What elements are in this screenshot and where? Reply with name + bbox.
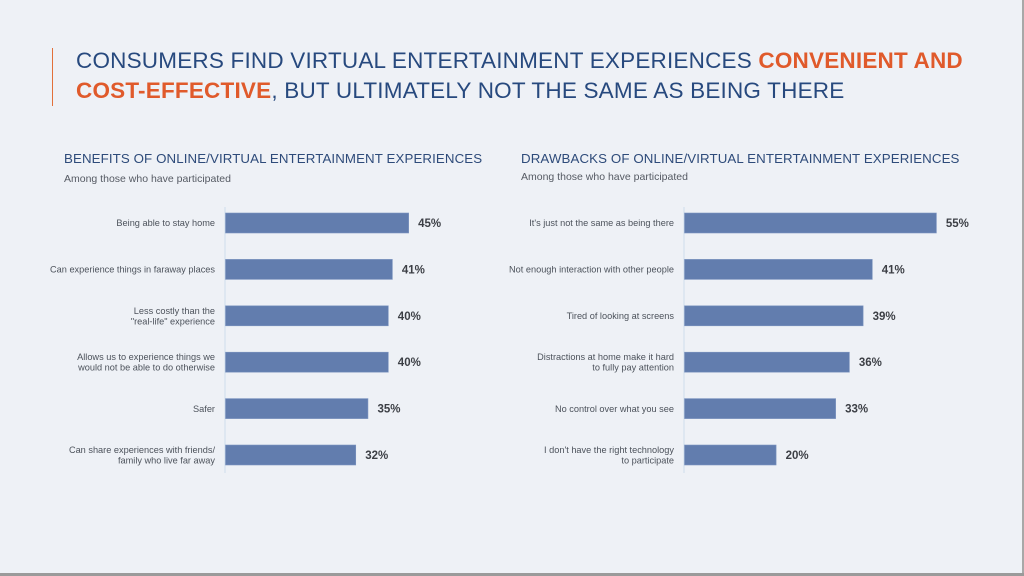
drawbacks-bar xyxy=(684,444,777,466)
window-frame-bottom xyxy=(0,573,1024,576)
benefits-value-label: 32% xyxy=(365,450,388,462)
benefits-category-label: Safer xyxy=(193,404,215,414)
drawbacks-bar xyxy=(684,212,937,234)
drawbacks-value-label: 39% xyxy=(873,311,896,323)
drawbacks-value-label: 55% xyxy=(946,218,969,230)
drawbacks-value-label: 20% xyxy=(786,450,809,462)
benefits-chart-title: BENEFITS OF ONLINE/VIRTUAL ENTERTAINMENT… xyxy=(64,151,483,166)
benefits-value-label: 41% xyxy=(402,264,425,276)
drawbacks-bar xyxy=(684,305,864,327)
benefits-bar xyxy=(225,305,389,327)
drawbacks-category-label: No control over what you see xyxy=(555,404,674,414)
benefits-category-label: Allows us to experience things we would n… xyxy=(77,352,215,373)
benefits-category-label: Can experience things in faraway places xyxy=(50,265,215,275)
drawbacks-bar xyxy=(684,351,850,373)
drawbacks-category-label: Distractions at home make it hard to full… xyxy=(537,352,674,373)
benefits-bar xyxy=(225,259,393,280)
drawbacks-bar xyxy=(684,398,836,419)
benefits-category-label: Less costly than the "real-life" experien… xyxy=(131,306,215,327)
title-part-2: , BUT ULTIMATELY NOT THE SAME AS BEING T… xyxy=(271,78,845,103)
page-title: CONSUMERS FIND VIRTUAL ENTERTAINMENT EXP… xyxy=(76,46,996,106)
benefits-category-label: Being able to stay home xyxy=(116,218,215,228)
drawbacks-category-label: Not enough interaction with other people xyxy=(509,265,674,275)
title-part-1: CONSUMERS FIND VIRTUAL ENTERTAINMENT EXP… xyxy=(76,48,759,73)
benefits-value-label: 40% xyxy=(398,311,421,323)
benefits-bar xyxy=(225,398,369,419)
benefits-value-label: 45% xyxy=(418,218,441,230)
drawbacks-value-label: 33% xyxy=(845,404,868,416)
benefits-bar xyxy=(225,351,389,373)
window-frame-right xyxy=(1022,0,1024,576)
drawbacks-bar xyxy=(684,259,873,280)
benefits-bar xyxy=(225,444,357,466)
drawbacks-chart-subtitle: Among those who have participated xyxy=(521,171,688,183)
drawbacks-category-label: It's just not the same as being there xyxy=(529,218,674,228)
drawbacks-chart-title: DRAWBACKS OF ONLINE/VIRTUAL ENTERTAINMEN… xyxy=(521,151,960,166)
benefits-category-label: Can share experiences with friends/famil… xyxy=(69,445,216,466)
drawbacks-category-label: Tired of looking at screens xyxy=(567,311,675,321)
benefits-chart-subtitle: Among those who have participated xyxy=(64,173,231,185)
benefits-value-label: 35% xyxy=(377,404,400,416)
title-highlight: CONVENIENT AND COST-EFFECTIVE xyxy=(76,48,963,103)
drawbacks-category-label: I don't have the right technology to part… xyxy=(544,445,674,466)
benefits-value-label: 40% xyxy=(398,357,421,369)
drawbacks-value-label: 36% xyxy=(859,357,882,369)
title-accent-bar xyxy=(52,48,53,106)
drawbacks-value-label: 41% xyxy=(882,264,905,276)
benefits-bar xyxy=(225,212,409,234)
